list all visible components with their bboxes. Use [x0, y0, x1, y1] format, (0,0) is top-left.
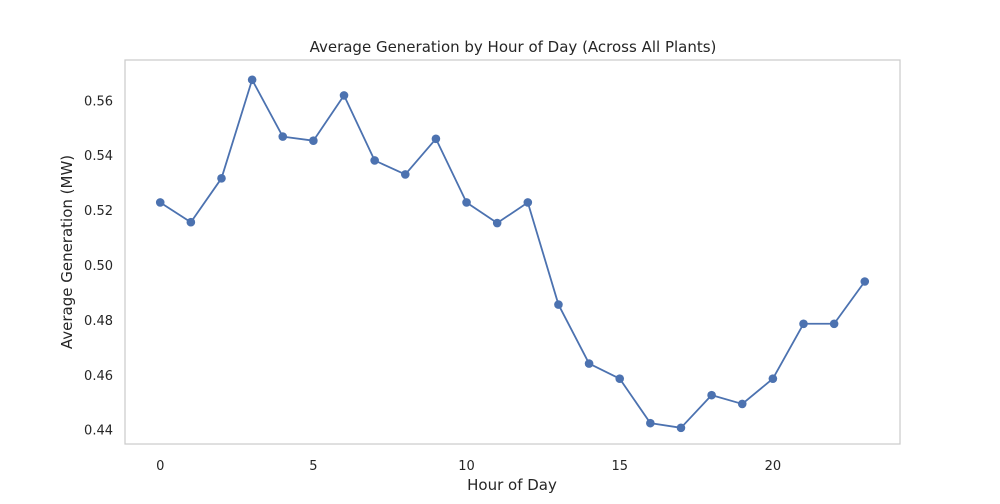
x-tick-label: 0: [156, 459, 164, 474]
series-line: [159, 78, 866, 429]
data-point: [554, 300, 563, 309]
y-tick-label: 0.52: [84, 204, 113, 219]
y-tick-label: 0.50: [84, 259, 113, 274]
data-point: [768, 374, 778, 383]
data-point: [676, 423, 686, 433]
data-point: [584, 359, 594, 368]
x-tick-label: 5: [309, 459, 317, 474]
data-point: [707, 390, 716, 400]
y-axis-ticks: 0.44 0.46 0.48 0.50 0.52 0.54 0.56: [84, 94, 113, 438]
y-tick-label: 0.48: [84, 314, 113, 329]
data-point: [523, 198, 533, 207]
data-point: [799, 319, 808, 329]
y-axis-label: Average Generation (MW): [58, 155, 76, 349]
data-point: [155, 198, 165, 207]
x-tick-label: 10: [458, 459, 475, 474]
data-point: [462, 198, 471, 207]
x-tick-label: 15: [611, 459, 628, 474]
x-axis-ticks: 0 5 10 15 20: [156, 459, 781, 474]
data-point: [431, 134, 441, 144]
data-point: [615, 374, 625, 383]
x-tick-label: 20: [765, 459, 782, 474]
series-layer: [155, 75, 870, 433]
data-point: [860, 277, 870, 286]
x-axis-label: Hour of Day: [467, 476, 557, 494]
data-point: [339, 91, 349, 100]
y-tick-label: 0.46: [84, 369, 113, 384]
data-point: [646, 418, 655, 428]
data-point: [309, 136, 318, 145]
data-point: [400, 170, 410, 179]
data-point: [829, 319, 839, 329]
data-point: [186, 217, 196, 227]
data-point: [278, 132, 288, 141]
y-tick-label: 0.54: [84, 149, 113, 164]
chart-title: Average Generation by Hour of Day (Acros…: [310, 38, 717, 56]
data-point: [737, 399, 747, 409]
data-point: [370, 156, 379, 165]
y-tick-label: 0.44: [84, 424, 113, 439]
data-point: [492, 218, 502, 228]
data-point: [247, 75, 257, 85]
data-point: [217, 174, 226, 183]
y-tick-label: 0.56: [84, 94, 113, 109]
